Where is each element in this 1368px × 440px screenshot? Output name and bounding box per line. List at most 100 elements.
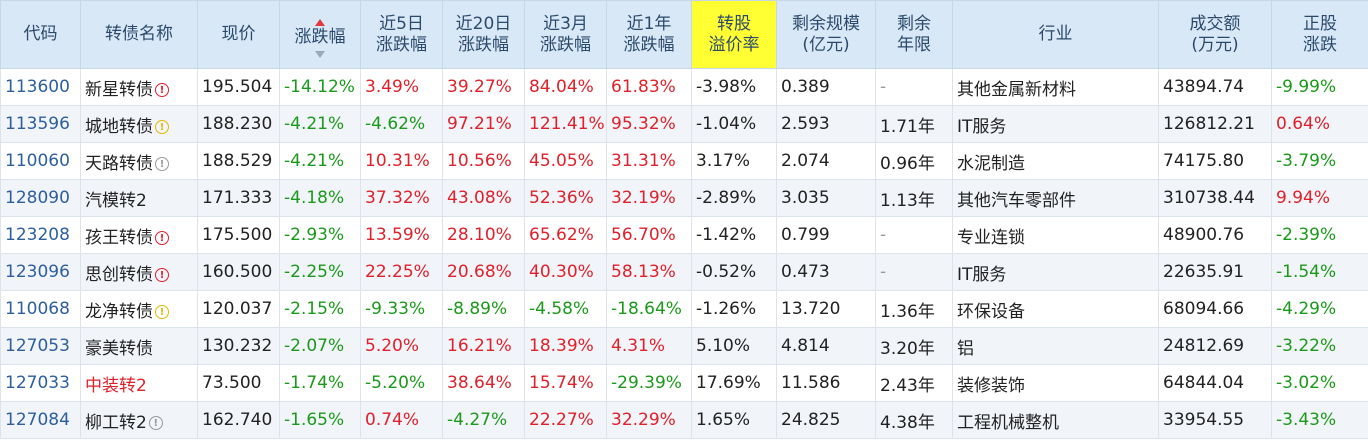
- cell-years: -: [875, 253, 953, 291]
- cell-volume: 126812.21: [1158, 105, 1272, 143]
- column-header-label: 剩余 年限: [897, 13, 931, 55]
- cell-name[interactable]: 汽模转2: [80, 179, 198, 217]
- column-header-code[interactable]: 代码: [0, 0, 81, 69]
- bond-name[interactable]: 汽模转2: [85, 190, 147, 211]
- column-header-chg5[interactable]: 近5日 涨跌幅: [360, 0, 443, 69]
- cell-chg: -2.93%: [279, 216, 361, 254]
- cell-industry: 装修装饰: [952, 364, 1159, 402]
- column-header-price[interactable]: 现价: [197, 0, 280, 69]
- cell-chg5: -5.20%: [360, 364, 443, 402]
- cell-name[interactable]: 城地转债!: [80, 105, 198, 143]
- cell-chg: -1.74%: [279, 364, 361, 402]
- column-header-chg20[interactable]: 近20日 涨跌幅: [442, 0, 525, 69]
- cell-years: 1.13年: [875, 179, 953, 217]
- cell-chg3m: 121.41%: [524, 105, 607, 143]
- cell-industry: 工程机械整机: [952, 401, 1159, 439]
- cell-chg1y: 58.13%: [606, 253, 692, 291]
- bond-name[interactable]: 思创转债: [85, 264, 153, 285]
- yellow-alert-icon: !: [155, 119, 169, 134]
- cell-scale: 3.035: [776, 179, 876, 217]
- column-header-volume[interactable]: 成交额 (万元): [1158, 0, 1272, 69]
- cell-code[interactable]: 127084: [0, 401, 81, 439]
- cell-name[interactable]: 新星转债!: [80, 68, 198, 106]
- column-header-stock_chg[interactable]: 正股 涨跌: [1271, 0, 1368, 69]
- cell-chg5: 13.59%: [360, 216, 443, 254]
- column-header-chg[interactable]: 涨跌幅: [279, 0, 361, 69]
- cell-name[interactable]: 柳工转2!: [80, 401, 198, 439]
- bond-name[interactable]: 天路转债: [85, 153, 153, 174]
- cell-premium: -2.89%: [691, 179, 777, 217]
- table-row[interactable]: 123208 孩王转债! 175.500 -2.93% 13.59% 28.10% 65.6…: [0, 216, 1368, 254]
- cell-premium: 1.65%: [691, 401, 777, 439]
- column-header-label: 代码: [23, 24, 58, 44]
- column-header-chg1y[interactable]: 近1年 涨跌幅: [606, 0, 692, 69]
- cell-code[interactable]: 113600: [0, 68, 81, 106]
- cell-price: 175.500: [197, 216, 280, 254]
- cell-premium: -0.52%: [691, 253, 777, 291]
- cell-name[interactable]: 天路转债!: [80, 142, 198, 180]
- cell-chg3m: -4.58%: [524, 290, 607, 328]
- cell-code[interactable]: 127053: [0, 327, 81, 365]
- table-row[interactable]: 127053 豪美转债 130.232 -2.07% 5.20% 16.21% 18.39%…: [0, 327, 1368, 365]
- cell-chg20: 28.10%: [442, 216, 525, 254]
- cell-price: 162.740: [197, 401, 280, 439]
- column-header-chg3m[interactable]: 近3月 涨跌幅: [524, 0, 607, 69]
- bond-name[interactable]: 中装转2: [85, 375, 147, 396]
- bond-name[interactable]: 城地转债: [85, 116, 153, 137]
- column-header-industry[interactable]: 行业: [952, 0, 1159, 69]
- cell-volume: 33954.55: [1158, 401, 1272, 439]
- table-row[interactable]: 127033 中装转2 73.500 -1.74% -5.20% 38.64% 15.74%…: [0, 364, 1368, 402]
- cell-chg3m: 40.30%: [524, 253, 607, 291]
- cell-code[interactable]: 123096: [0, 253, 81, 291]
- bond-name[interactable]: 孩王转债: [85, 227, 153, 248]
- column-header-name[interactable]: 转债名称: [80, 0, 198, 69]
- cell-name[interactable]: 孩王转债!: [80, 216, 198, 254]
- bond-name[interactable]: 柳工转2: [85, 412, 147, 433]
- column-header-premium[interactable]: 转股 溢价率: [691, 0, 777, 69]
- table-row[interactable]: 113596 城地转债! 188.230 -4.21% -4.62% 97.21% 121.…: [0, 105, 1368, 143]
- table-row[interactable]: 110068 龙净转债! 120.037 -2.15% -9.33% -8.89% -4.5…: [0, 290, 1368, 328]
- cell-chg20: 10.56%: [442, 142, 525, 180]
- cell-code[interactable]: 110060: [0, 142, 81, 180]
- table-row[interactable]: 113600 新星转债! 195.504 -14.12% 3.49% 39.27% 84.0…: [0, 68, 1368, 106]
- cell-name[interactable]: 中装转2: [80, 364, 198, 402]
- cell-premium: 3.17%: [691, 142, 777, 180]
- cell-name[interactable]: 豪美转债: [80, 327, 198, 365]
- column-header-years[interactable]: 剩余 年限: [875, 0, 953, 69]
- cell-chg3m: 45.05%: [524, 142, 607, 180]
- table-row[interactable]: 123096 思创转债! 160.500 -2.25% 22.25% 20.68% 40.3…: [0, 253, 1368, 291]
- sort-arrows-icon[interactable]: [315, 19, 325, 26]
- column-header-scale[interactable]: 剩余规模 (亿元): [776, 0, 876, 69]
- sort-desc-icon[interactable]: [315, 51, 325, 58]
- cell-chg: -2.25%: [279, 253, 361, 291]
- cell-chg20: -8.89%: [442, 290, 525, 328]
- bond-name[interactable]: 龙净转债: [85, 301, 153, 322]
- cell-name[interactable]: 龙净转债!: [80, 290, 198, 328]
- red-alert-icon: !: [155, 230, 169, 245]
- cell-years: 2.43年: [875, 364, 953, 402]
- table-row[interactable]: 128090 汽模转2 171.333 -4.18% 37.32% 43.08% 52.36…: [0, 179, 1368, 217]
- cell-scale: 0.389: [776, 68, 876, 106]
- cell-stock_chg: -9.99%: [1271, 68, 1368, 106]
- cell-name[interactable]: 思创转债!: [80, 253, 198, 291]
- cell-code[interactable]: 127033: [0, 364, 81, 402]
- sort-asc-icon[interactable]: [315, 19, 325, 26]
- bond-name[interactable]: 新星转债: [85, 79, 153, 100]
- bond-name[interactable]: 豪美转债: [85, 338, 153, 359]
- cell-code[interactable]: 128090: [0, 179, 81, 217]
- cell-code[interactable]: 113596: [0, 105, 81, 143]
- table-row[interactable]: 110060 天路转债! 188.529 -4.21% 10.31% 10.56% 45.0…: [0, 142, 1368, 180]
- cell-chg5: -4.62%: [360, 105, 443, 143]
- table-row[interactable]: 127084 柳工转2! 162.740 -1.65% 0.74% -4.27% 22.27…: [0, 401, 1368, 439]
- cell-stock_chg: 9.94%: [1271, 179, 1368, 217]
- cell-volume: 68094.66: [1158, 290, 1272, 328]
- cell-scale: 0.473: [776, 253, 876, 291]
- cell-code[interactable]: 123208: [0, 216, 81, 254]
- cell-chg5: 10.31%: [360, 142, 443, 180]
- cell-chg1y: 32.29%: [606, 401, 692, 439]
- cell-volume: 64844.04: [1158, 364, 1272, 402]
- cell-chg20: 43.08%: [442, 179, 525, 217]
- cell-chg5: 22.25%: [360, 253, 443, 291]
- cell-code[interactable]: 110068: [0, 290, 81, 328]
